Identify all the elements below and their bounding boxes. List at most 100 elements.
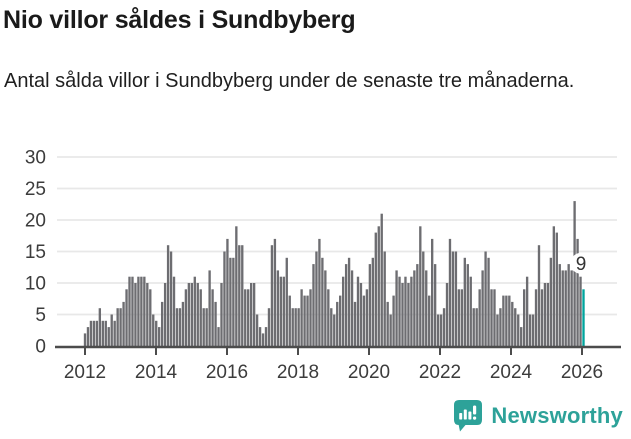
bar [86, 327, 90, 346]
bar [564, 270, 567, 346]
bar [101, 320, 104, 346]
svg-text:9: 9 [576, 254, 587, 275]
bar [389, 314, 392, 346]
bar [552, 226, 556, 346]
bar [392, 295, 395, 346]
chart-title: Nio villor såldes i Sundbyberg [3, 6, 356, 34]
bar [249, 283, 253, 346]
svg-text:10: 10 [25, 274, 46, 295]
bar [433, 264, 437, 346]
bar [576, 238, 579, 346]
bar [166, 245, 170, 346]
bar [333, 314, 336, 346]
bar [208, 270, 211, 346]
bar [344, 264, 348, 346]
bar [217, 327, 220, 346]
bar [579, 276, 582, 346]
bar [113, 320, 116, 346]
bar [155, 320, 158, 346]
newsworthy-logo-icon [454, 400, 483, 432]
bar [285, 257, 288, 346]
bar [244, 289, 247, 346]
bar [416, 264, 419, 346]
bar [359, 283, 363, 346]
bar [362, 295, 366, 346]
svg-text:5: 5 [35, 305, 46, 326]
bar [410, 276, 413, 346]
bar [543, 283, 547, 346]
bar [270, 245, 274, 346]
bar [187, 283, 191, 346]
bar [321, 257, 324, 346]
svg-text:2018: 2018 [277, 362, 319, 383]
bar [83, 333, 87, 346]
bar [306, 295, 309, 346]
bar [540, 289, 544, 346]
bar [98, 308, 102, 346]
bar [374, 232, 377, 346]
bar [169, 251, 173, 346]
bar [425, 270, 428, 346]
bar [205, 308, 208, 346]
bar [570, 270, 573, 346]
bar [184, 289, 188, 346]
bar [211, 289, 214, 346]
bar [327, 289, 330, 346]
bar [339, 295, 342, 346]
bar [119, 308, 122, 346]
bar [484, 251, 487, 346]
bar [122, 301, 125, 346]
bar [469, 276, 472, 346]
bar [229, 257, 232, 346]
bar [499, 308, 502, 346]
bar [517, 314, 520, 346]
highlight-bar [582, 289, 585, 346]
svg-text:2012: 2012 [64, 362, 106, 383]
bar [276, 270, 280, 346]
bar [193, 276, 196, 346]
svg-text:2022: 2022 [419, 362, 461, 383]
bar [531, 314, 535, 346]
bar [341, 276, 345, 346]
bar [143, 276, 146, 346]
bar [190, 283, 193, 346]
svg-text:2016: 2016 [206, 362, 248, 383]
bar [241, 245, 244, 346]
bar [380, 213, 383, 346]
bar [315, 251, 318, 346]
bar [368, 264, 372, 346]
bar [573, 201, 576, 346]
bar [442, 308, 446, 346]
bar [365, 289, 369, 346]
bar [439, 314, 443, 346]
bar [356, 276, 360, 346]
bar [309, 289, 312, 346]
bar [505, 295, 508, 346]
bar [546, 283, 550, 346]
bar [318, 238, 321, 346]
bar [146, 283, 149, 346]
bar [454, 251, 458, 346]
bar [383, 251, 386, 346]
bar [520, 327, 523, 346]
bar [487, 257, 490, 346]
bar [451, 251, 455, 346]
bar [297, 308, 300, 346]
bar [294, 308, 297, 346]
bar [152, 314, 155, 346]
bar [116, 308, 119, 346]
brand-footer: Newsworthy [453, 399, 623, 432]
bar [481, 270, 484, 346]
bar [232, 257, 235, 346]
bar [107, 327, 110, 346]
svg-text:2026: 2026 [561, 362, 603, 383]
bar [528, 314, 532, 346]
bar [140, 276, 143, 346]
bar [291, 308, 294, 346]
bar [279, 276, 283, 346]
bar [238, 245, 241, 346]
bar [252, 283, 256, 346]
bar [478, 289, 481, 346]
highlight-value-label: 9 [570, 252, 592, 275]
